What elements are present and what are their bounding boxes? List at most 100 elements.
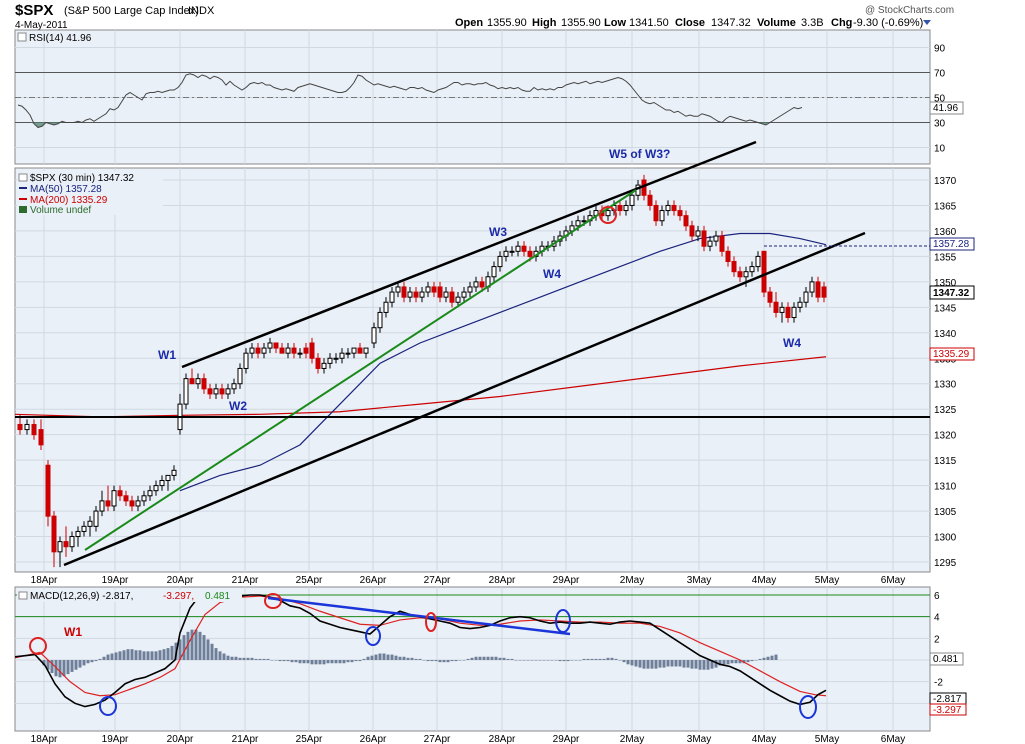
- candle-body: [75, 530, 81, 538]
- candle-body: [431, 286, 437, 293]
- wave-label: W1: [64, 625, 82, 639]
- candle-body: [327, 357, 333, 364]
- price-tick-label: 1295: [934, 558, 957, 569]
- candle-body: [653, 204, 659, 222]
- x-tick-label: 5May: [815, 575, 839, 586]
- macd-histogram-bar: [222, 653, 226, 660]
- macd-histogram-bar: [650, 660, 654, 669]
- macd-histogram-bar: [114, 652, 118, 660]
- macd-histogram-bar: [442, 660, 446, 663]
- wave-labels: W1 W2 W3 W4 W5 of W3? W4 W1: [64, 147, 801, 639]
- x-tick-label: 25Apr: [296, 734, 323, 744]
- macd-histogram-bar: [774, 654, 778, 660]
- macd-histogram-bar: [478, 656, 482, 660]
- x-tick-label: 21Apr: [232, 734, 259, 744]
- rsi-chart: [15, 72, 930, 129]
- candle-body: [737, 271, 743, 278]
- candle-body: [665, 204, 671, 212]
- macd-histogram-bar: [138, 650, 142, 660]
- macd-histogram-bar: [422, 660, 426, 661]
- candle-body: [479, 281, 485, 288]
- macd-histogram-bar: [754, 660, 758, 661]
- ma50-legend: MA(50) 1357.28: [30, 184, 102, 195]
- candle-body: [351, 347, 357, 354]
- candle-body: [321, 362, 327, 369]
- x-tick-label: 6May: [881, 734, 905, 744]
- upper-channel-line: [181, 140, 757, 369]
- chevron-down-icon[interactable]: [923, 20, 931, 25]
- macd-histogram-bar: [654, 660, 658, 669]
- close-value: 1347.32: [711, 17, 751, 29]
- macd-histogram-bar: [582, 658, 586, 660]
- macd-histogram-bar: [274, 660, 278, 661]
- candle-body: [437, 286, 443, 298]
- candle-body: [785, 306, 791, 319]
- macd-histogram-bar: [678, 660, 682, 667]
- macd-histogram-bar: [682, 660, 686, 668]
- macd-histogram-bar: [322, 660, 326, 665]
- candle-body: [719, 235, 725, 252]
- macd-title: MACD(12,26,9) -2.817,: [30, 591, 133, 602]
- macd-histogram-bar: [406, 657, 410, 660]
- ma200-value-tag: [929, 347, 975, 361]
- candle-body: [575, 220, 581, 227]
- candle-body: [629, 194, 635, 206]
- candle-body: [473, 281, 479, 288]
- rsi-legend-icon: [17, 32, 27, 42]
- macd-histogram-bar: [586, 658, 590, 660]
- macd-histogram-bar: [546, 660, 550, 661]
- macd-histogram-bar: [758, 658, 762, 660]
- candle-body: [87, 520, 93, 527]
- candle-body: [425, 286, 431, 293]
- macd-histogram-bar: [326, 660, 330, 664]
- macd-histogram-bar: [178, 639, 182, 660]
- candle-body: [761, 250, 767, 293]
- candle-body: [123, 495, 129, 502]
- x-tick-label: 21Apr: [232, 575, 259, 586]
- macd-histogram-bar: [218, 651, 222, 660]
- volume-value: 3.3B: [801, 17, 824, 29]
- macd-histogram-bar: [166, 648, 170, 660]
- ma200-legend: MA(200) 1335.29: [30, 195, 108, 206]
- x-tick-label: 20Apr: [167, 575, 194, 586]
- macd-histogram-bar: [446, 660, 450, 663]
- x-tick-label: 3May: [687, 575, 711, 586]
- candle-body: [111, 490, 117, 507]
- low-value: 1341.50: [629, 17, 669, 29]
- price-title: $SPX (30 min) 1347.32: [30, 173, 134, 184]
- close-label: Close: [675, 17, 705, 29]
- macd-histogram-bar: [630, 660, 634, 666]
- candle-body: [363, 347, 369, 354]
- macd-histogram-bar: [282, 660, 286, 662]
- x-tick-label: 27Apr: [424, 734, 451, 744]
- signal-value-tag: [929, 703, 967, 716]
- candle-body: [255, 347, 261, 354]
- candle-body: [117, 490, 123, 497]
- rsi-tick-label: 30: [934, 119, 946, 130]
- price-tick-label: 1325: [934, 405, 957, 416]
- macd-histogram-bar: [182, 635, 186, 660]
- chg-value: -9.30 (-0.69%): [853, 17, 923, 29]
- macd-histogram-bar: [594, 658, 598, 660]
- macd-blue-circle: [365, 626, 381, 646]
- macd-histogram-bar: [706, 660, 710, 670]
- macd-histogram-bar: [238, 657, 242, 660]
- candle-body: [821, 286, 827, 298]
- candle-body: [389, 291, 395, 303]
- wave-label: W3: [489, 225, 507, 239]
- macd-tick-label: 2: [934, 634, 940, 645]
- macd-circle-markers: [29, 593, 817, 719]
- candle-body: [713, 235, 719, 242]
- macd-histogram-bar: [118, 651, 122, 660]
- macd-histogram-bar: [690, 660, 694, 669]
- macd-histogram-bar: [506, 658, 510, 660]
- macd-histogram-bar: [674, 660, 678, 667]
- macd-histogram-bar: [498, 657, 502, 660]
- candle-body: [677, 210, 683, 217]
- macd-histogram-bar: [146, 651, 150, 660]
- candle-body: [207, 388, 213, 395]
- x-tick-label: 5May: [815, 734, 839, 744]
- wave-label: W2: [229, 399, 247, 413]
- candle-body: [395, 286, 401, 293]
